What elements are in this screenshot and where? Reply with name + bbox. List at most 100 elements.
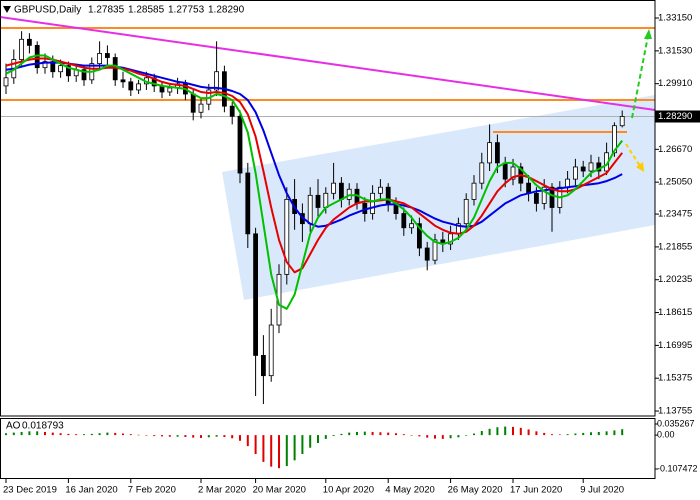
candle-body: [190, 93, 196, 113]
ao-bar: [324, 435, 327, 439]
candle-body: [588, 162, 594, 172]
x-tick-label: 23 Dec 2019: [3, 485, 57, 496]
ao-bar: [582, 432, 585, 436]
candle-body: [432, 239, 438, 261]
candle-body: [307, 194, 313, 225]
quote-low: 1.27753: [168, 5, 205, 16]
candle-body: [471, 182, 477, 200]
trend-line: [0, 16, 656, 111]
ao-bar: [192, 435, 195, 438]
y-tick-label: 1.31530: [658, 45, 692, 56]
candle-body: [214, 71, 220, 91]
ao-bar: [28, 431, 31, 436]
candle-body: [58, 65, 63, 73]
main-pane-border: [0, 0, 656, 417]
x-tick-label: 17 Jun 2020: [510, 485, 562, 496]
candle-body: [120, 79, 126, 83]
forecast-arrows: [625, 29, 652, 172]
y-tick-label: 1.18615: [658, 307, 692, 318]
candle-body: [50, 61, 56, 73]
ao-bar: [504, 426, 507, 436]
candle-body: [573, 166, 578, 180]
candle-body: [416, 223, 422, 249]
candle-body: [105, 53, 110, 58]
ao-bar: [168, 435, 171, 437]
analysis-drawings: [0, 16, 656, 300]
forecast-arrow-down: [625, 143, 641, 167]
ao-bar: [145, 435, 148, 436]
candle-body: [136, 83, 142, 91]
ao-bar: [5, 433, 7, 436]
candle-body: [541, 186, 547, 204]
ao-bar: [457, 435, 460, 438]
plot-marks: [0, 31, 655, 469]
ao-bar: [262, 435, 265, 462]
ao-bar: [114, 432, 117, 436]
candle-body: [526, 182, 531, 194]
quote-open: 1.27835: [88, 5, 125, 16]
ao-bar: [176, 435, 179, 437]
ao-bar: [496, 427, 499, 436]
ao-bar: [605, 431, 608, 436]
candle-body: [315, 194, 321, 208]
candle-body: [97, 53, 102, 65]
candle-body: [619, 116, 625, 127]
ao-bar: [371, 431, 374, 436]
ao-bar: [44, 431, 46, 436]
ao-bar: [527, 429, 530, 436]
ao-bar: [441, 435, 444, 439]
candle-body: [487, 142, 493, 164]
ao-bar: [106, 432, 109, 436]
candle-body: [580, 166, 586, 172]
candle-body: [549, 186, 555, 208]
ao-bar: [434, 435, 436, 439]
ao-bar: [410, 435, 413, 436]
ao-bar: [535, 431, 538, 436]
candle-body: [502, 162, 508, 180]
ao-bar: [20, 431, 23, 436]
last-price-label: 1.28290: [658, 111, 692, 122]
candle-body: [494, 142, 500, 164]
candle-body: [331, 182, 337, 194]
ao-bar: [98, 433, 101, 436]
ao-bar: [551, 434, 553, 436]
ao-bar: [59, 433, 62, 436]
ao-bar: [356, 431, 358, 436]
ao-bar: [285, 435, 288, 467]
y-tick-label: 1.20235: [658, 274, 692, 285]
ao-bar: [332, 435, 335, 437]
candle-body: [237, 115, 243, 174]
candle-body: [260, 355, 266, 377]
ao-bar: [402, 434, 405, 436]
y-tick-label: -0.107472: [657, 463, 698, 473]
ao-bar: [137, 434, 140, 436]
quote-close: 1.28290: [208, 5, 245, 16]
y-tick-label: 1.21855: [658, 241, 692, 252]
ao-bar: [215, 435, 218, 437]
ao-bar: [558, 434, 561, 436]
candle-body: [128, 81, 134, 91]
candle-body: [448, 233, 454, 245]
candle-body: [463, 198, 469, 225]
ao-bar: [465, 435, 468, 436]
y-tick-label: 1.16995: [658, 340, 692, 351]
x-tick-label: 9 Jul 2020: [580, 485, 624, 496]
y-tick-label: 1.23475: [658, 209, 692, 220]
ao-bar: [449, 435, 452, 439]
moving-average: [5, 57, 623, 274]
ao-bar: [395, 433, 397, 436]
candle-body: [26, 38, 32, 46]
ao-bar: [51, 432, 54, 436]
ao-bar: [161, 435, 163, 437]
price-channel: [222, 95, 655, 300]
ao-bar: [278, 435, 280, 469]
ao-bar: [90, 433, 93, 436]
ao-bar: [270, 435, 273, 467]
candle-body: [268, 324, 274, 377]
candle-body: [565, 178, 570, 188]
x-tick-label: 26 May 2020: [448, 485, 503, 496]
ao-bar: [246, 435, 249, 447]
ao-bar: [317, 435, 319, 443]
candle-body: [245, 172, 251, 235]
